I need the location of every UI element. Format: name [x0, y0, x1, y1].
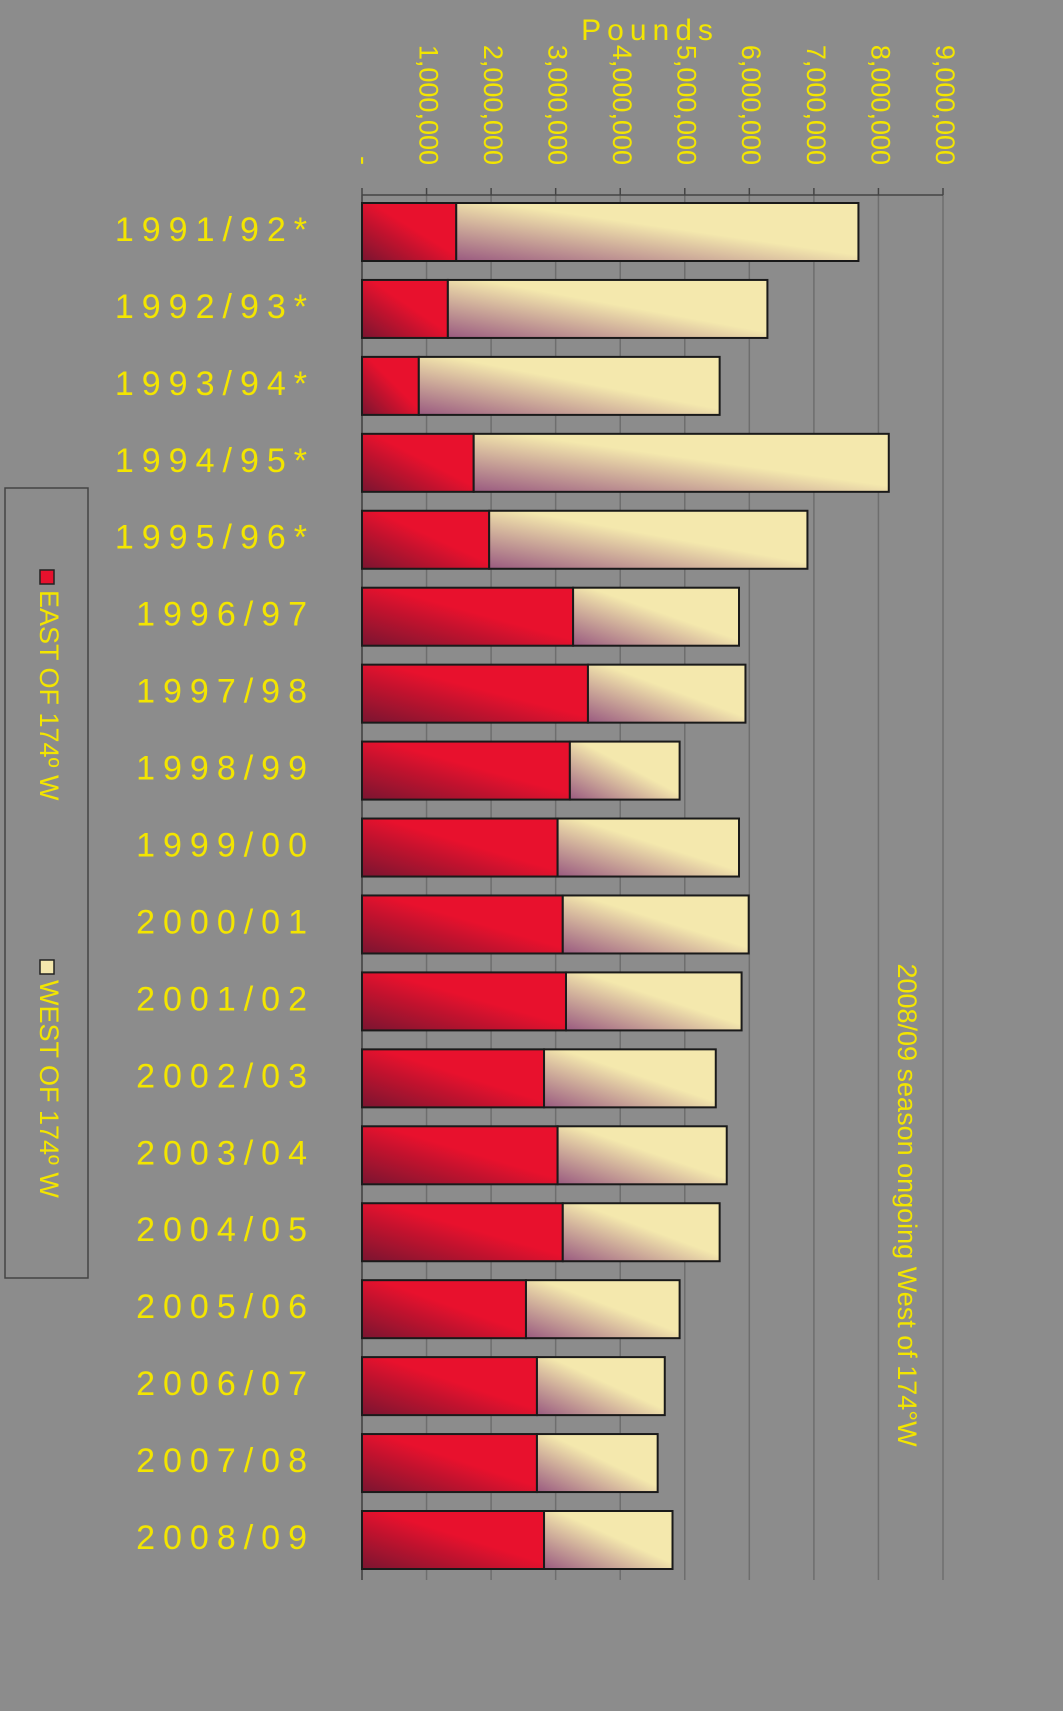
legend-label: WEST OF 174º W [34, 980, 64, 1198]
bar-segment [361, 1356, 538, 1417]
x-axis-label: Pounds [581, 14, 719, 47]
category-label: 1998/99 [136, 750, 315, 788]
category-label: 2005/06 [136, 1288, 315, 1326]
bar-segment [361, 740, 571, 801]
category-label: 1991/92* [115, 211, 315, 249]
bar-segment [561, 1202, 721, 1263]
bar-segment [361, 663, 589, 724]
legend-label: EAST OF 174º W [34, 590, 64, 801]
category-label: 2002/03 [136, 1057, 315, 1095]
bar-segment [543, 1510, 674, 1570]
x-tick-label: 9,000,000 [930, 45, 960, 165]
bar-segment [361, 817, 559, 878]
bar-segment [361, 202, 458, 262]
bar-segment [361, 432, 475, 493]
bar-segment [568, 740, 681, 801]
x-tick-label: 6,000,000 [736, 45, 766, 165]
bar-segment [361, 1433, 538, 1494]
x-tick-label: - [349, 156, 379, 165]
x-tick-label: 4,000,000 [607, 45, 637, 165]
legend-swatch [39, 569, 55, 585]
annotation: 2008/09 season ongoing West of 174°W [892, 963, 922, 1447]
category-label: 2006/07 [136, 1365, 315, 1403]
category-label: 1999/00 [136, 827, 315, 865]
bar-segment [524, 1279, 681, 1340]
bar-segment [561, 894, 750, 955]
bar-segment [572, 586, 741, 647]
bar-segment [535, 1433, 659, 1494]
bar-segment [361, 894, 564, 955]
bar-segment [361, 1202, 564, 1263]
category-label: 2001/02 [136, 980, 315, 1018]
category-label: 2008/09 [136, 1519, 315, 1557]
bar-segment [361, 278, 449, 339]
category-label: 2004/05 [136, 1211, 315, 1249]
x-tick-label: 7,000,000 [801, 45, 831, 165]
x-tick-label: 5,000,000 [672, 45, 702, 165]
bar-segment [361, 1048, 546, 1109]
category-label: 1996/97 [136, 596, 315, 634]
category-label: 1997/98 [136, 673, 315, 711]
category-label: 2003/04 [136, 1134, 315, 1172]
category-label: 2007/08 [136, 1442, 315, 1480]
bar-segment [535, 1356, 666, 1417]
bar-segment [564, 971, 743, 1032]
bar-segment [361, 355, 420, 416]
bar-segment [361, 1279, 527, 1340]
bar-segment [455, 202, 860, 262]
bar-segment [417, 355, 721, 416]
x-tick-label: 3,000,000 [543, 45, 573, 165]
bar-segment [361, 1125, 559, 1186]
bar-segment [361, 1510, 546, 1570]
x-tick-label: 8,000,000 [865, 45, 895, 165]
category-label: 2000/01 [136, 903, 315, 941]
bar-segment [361, 509, 491, 570]
category-label: 1993/94* [115, 365, 315, 403]
bar-segment [361, 971, 567, 1032]
category-label: 1992/93* [115, 288, 315, 326]
bar-segment [556, 817, 741, 878]
bar-segment [586, 663, 747, 724]
bar-segment [488, 509, 809, 570]
bar-segment [472, 432, 890, 493]
x-tick-label: 1,000,000 [413, 45, 443, 165]
legend-box [4, 487, 89, 1279]
bar-segment [361, 586, 575, 647]
x-tick-label: 2,000,000 [478, 45, 508, 165]
bar-segment [543, 1048, 717, 1109]
category-label: 1994/95* [115, 442, 315, 480]
category-label: 1995/96* [115, 519, 315, 557]
bar-segment [556, 1125, 728, 1186]
legend-swatch [39, 959, 55, 975]
bar-segment [446, 278, 769, 339]
